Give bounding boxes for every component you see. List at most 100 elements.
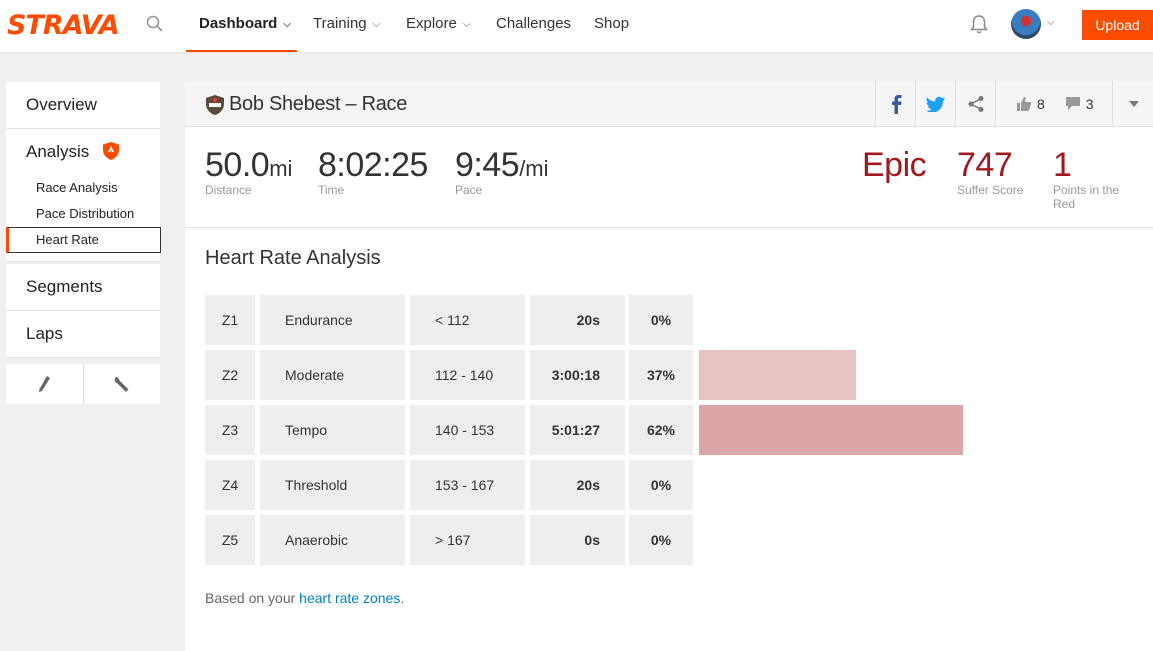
stat-effort: Epic: [862, 146, 927, 185]
more-actions-button[interactable]: [1112, 81, 1153, 126]
nav-shop-label: Shop: [594, 15, 630, 32]
zone-row: Z4 Threshold 153 - 167 20s 0%: [205, 460, 1124, 510]
zone-time: 5:01:27: [530, 405, 625, 455]
sidebar-laps-block: Laps: [6, 311, 160, 358]
upload-button[interactable]: Upload: [1082, 10, 1153, 40]
zone-row: Z2 Moderate 112 - 140 3:00:18 37%: [205, 350, 1124, 400]
zone-time: 20s: [530, 460, 625, 510]
sidebar-item-laps[interactable]: Laps: [26, 324, 63, 343]
heart-rate-title: Heart Rate Analysis: [205, 247, 381, 269]
stat-red-points-value: 1: [1053, 146, 1072, 184]
zone-name: Endurance: [260, 295, 405, 345]
sidebar-tools: [6, 364, 160, 404]
sidebar-item-segments[interactable]: Segments: [26, 277, 103, 296]
comment-button[interactable]: 3: [1065, 96, 1094, 112]
sidebar-item-analysis-label: Analysis: [26, 142, 90, 161]
search-icon[interactable]: [146, 15, 164, 33]
stat-time-value: 8:02:25: [318, 146, 428, 184]
social-actions: 8 3: [995, 81, 1112, 126]
zone-row: Z3 Tempo 140 - 153 5:01:27 62%: [205, 405, 1124, 455]
nav-training[interactable]: Training ⌵: [313, 0, 380, 52]
zone-range: < 112: [410, 295, 525, 345]
stat-effort-value: Epic: [862, 146, 927, 184]
chevron-down-icon[interactable]: ⌵: [1047, 17, 1055, 28]
nav-training-label: Training: [313, 15, 367, 32]
zone-id: Z1: [205, 295, 255, 345]
zone-name: Moderate: [260, 350, 405, 400]
thumbs-up-icon: [1017, 96, 1032, 111]
kudos-count: 8: [1037, 95, 1045, 112]
zone-pct: 0%: [629, 515, 693, 565]
chevron-down-icon: ⌵: [283, 19, 291, 30]
heart-rate-note: Based on your heart rate zones.: [205, 590, 404, 606]
stat-distance-value: 50.0: [205, 146, 270, 184]
nav-shop[interactable]: Shop: [594, 0, 629, 52]
zone-pct: 0%: [629, 295, 693, 345]
zone-pct: 37%: [629, 350, 693, 400]
stat-time-label: Time: [318, 183, 345, 197]
sidebar-item-pace-distribution[interactable]: Pace Distribution: [36, 206, 135, 221]
stat-pace-unit: /mi: [519, 156, 549, 181]
stat-distance: 50.0mi Distance: [205, 146, 292, 197]
nav-explore[interactable]: Explore ⌵: [406, 0, 470, 52]
zone-row: Z1 Endurance < 112 20s 0%: [205, 295, 1124, 345]
zone-name: Anaerobic: [260, 515, 405, 565]
facebook-share-button[interactable]: [875, 81, 916, 126]
sidebar-item-analysis[interactable]: Analysis: [6, 129, 160, 175]
activity-stats: 50.0mi Distance 8:02:25 Time 9:45/mi Pac…: [185, 127, 1153, 228]
sidebar-item-heart-rate[interactable]: Heart Rate: [6, 227, 161, 253]
zone-id: Z3: [205, 405, 255, 455]
facebook-icon: [892, 94, 902, 114]
bell-icon[interactable]: [968, 13, 990, 35]
zone-row: Z5 Anaerobic > 167 0s 0%: [205, 515, 1124, 565]
zone-id: Z4: [205, 460, 255, 510]
share-button[interactable]: [955, 81, 996, 126]
nav-dashboard[interactable]: Dashboard ⌵: [186, 0, 297, 52]
note-prefix: Based on your: [205, 590, 300, 606]
sidebar-item-overview[interactable]: Overview: [26, 95, 97, 114]
sidebar-segments-block: Segments: [6, 264, 160, 311]
comment-icon: [1065, 97, 1080, 110]
stat-pace-label: Pace: [455, 183, 483, 197]
athlete-badge-icon: [206, 95, 224, 115]
strava-logo[interactable]: STRAVA: [7, 10, 120, 41]
nav-dashboard-label: Dashboard: [199, 15, 278, 32]
heart-rate-zones-link[interactable]: heart rate zones: [299, 590, 401, 606]
sidebar: Overview Analysis Race Analysis Pace Dis…: [6, 82, 161, 358]
zone-time: 0s: [530, 515, 625, 565]
chevron-down-icon: ⌵: [462, 19, 471, 30]
activity-title: Bob Shebest – Race: [229, 93, 408, 115]
pencil-icon: [39, 376, 51, 392]
zone-time: 3:00:18: [530, 350, 625, 400]
sidebar-item-race-analysis[interactable]: Race Analysis: [36, 180, 118, 195]
premium-shield-icon: [103, 142, 120, 160]
nav-challenges[interactable]: Challenges: [496, 0, 571, 52]
twitter-share-button[interactable]: [915, 81, 956, 126]
twitter-icon: [926, 96, 945, 112]
zone-bar: [699, 350, 856, 400]
zone-range: 140 - 153: [410, 405, 525, 455]
zone-id: Z5: [205, 515, 255, 565]
zone-range: 112 - 140: [410, 350, 525, 400]
comment-count: 3: [1085, 95, 1094, 112]
stat-pace: 9:45/mi Pace: [455, 146, 549, 197]
zone-name: Threshold: [260, 460, 405, 510]
sidebar-overview-block: Overview: [6, 82, 160, 129]
stat-suffer-value: 747: [957, 146, 1013, 184]
kudos-button[interactable]: 8: [1016, 96, 1045, 112]
stat-time: 8:02:25 Time: [318, 146, 428, 197]
caret-down-icon: [1128, 100, 1139, 107]
stat-pace-value: 9:45: [455, 146, 520, 184]
chevron-down-icon: ⌵: [372, 19, 381, 30]
edit-button[interactable]: [6, 364, 83, 404]
nav-challenges-label: Challenges: [496, 15, 572, 32]
zone-range: > 167: [410, 515, 525, 565]
avatar[interactable]: [1011, 9, 1041, 39]
stat-red-points: 1 Points in the Red: [1053, 146, 1128, 211]
zone-time: 20s: [530, 295, 625, 345]
activity-panel: Bob Shebest – Race 8: [185, 81, 1153, 651]
settings-button[interactable]: [82, 364, 161, 404]
zone-pct: 62%: [629, 405, 693, 455]
zone-bar: [699, 405, 963, 455]
stat-suffer-label: Suffer Score: [957, 183, 1024, 197]
